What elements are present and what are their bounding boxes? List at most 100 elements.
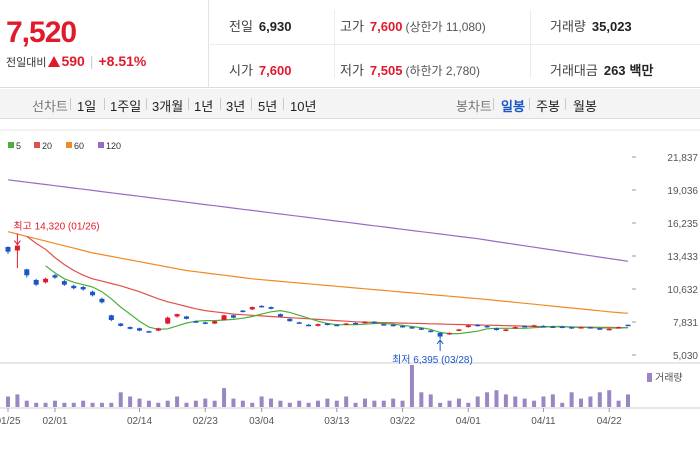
volume-bar [118,392,123,407]
candle-body [465,325,471,328]
volume-bar [34,402,39,407]
volume-bar [569,392,574,407]
low-annotation: 최저 6,395 (03/28) [392,354,473,366]
candle-body [315,324,321,326]
volume-bar [438,402,443,407]
volume-bar [344,396,349,407]
x-tick-label: 02/23 [193,416,218,427]
low-arrowhead-icon [436,339,444,345]
volume-bar [428,394,433,407]
candle-body [606,328,612,331]
x-tick-label: 02/01 [42,416,67,427]
x-tick-label: 04/01 [456,416,481,427]
volume-bar [250,402,255,407]
candle-body [625,324,631,327]
volume-bar [24,400,29,407]
candle-body [616,327,622,329]
y-tick-label: 19,036 [667,186,698,197]
volume-bar [560,402,565,407]
volume-bar [466,402,471,407]
candle-body [559,326,565,328]
x-tick-label: 04/22 [597,416,622,427]
y-tick-label: 13,433 [667,252,698,263]
low-price: 저가 7,505 (하한가 2,780) [340,63,480,78]
volume-bar [297,400,302,407]
y-tick-label: 5,030 [673,351,698,362]
price-chart-svg[interactable]: 5 20 60 120 최고 14,320 (01/26) 최저 6,395 (03/2… [0,120,700,450]
volume-bar [184,402,189,407]
x-tick-label: 02/14 [127,416,152,427]
volume-bar [193,400,198,407]
volume-bar [52,400,57,407]
volume-bar [503,394,508,407]
candle-body [475,324,481,327]
period-3y-button[interactable]: 3년 [226,99,246,114]
prev-close-value: 6,930 [258,19,292,34]
volume-legend-swatch [647,373,652,382]
volume-bar [353,402,358,407]
volume-bar [456,398,461,407]
legend-label: 20 [42,141,52,151]
legend-swatch [34,142,40,148]
candle-body [484,325,490,328]
candle-body [71,285,77,289]
volume-bar [616,400,621,407]
volume-bar [475,396,480,407]
legend-label: 120 [106,141,121,151]
ma20-line [26,235,628,329]
candle-body [14,245,20,251]
period-1y-button[interactable]: 1년 [194,99,214,114]
candle-body [43,278,49,283]
candle-body [80,287,86,290]
volume-bar [325,398,330,407]
volume-bar [597,392,602,407]
price-box: 7,520 전일대비 590 | +8.51% [0,0,209,88]
volume-bar [165,400,170,407]
candle-body [428,330,434,333]
volume-bar [128,396,133,407]
open-price-value: 7,600 [258,63,292,78]
volume-legend-label: 거래량 [655,372,683,384]
weekly-candle-button[interactable]: 주봉 [536,99,560,114]
candle-body [118,323,124,326]
volume-bar [212,400,217,407]
period-3m-button[interactable]: 3개월 [152,99,184,114]
volume-bar [156,402,161,407]
volume-bar [588,396,593,407]
stock-chart[interactable]: 5 20 60 120 최고 14,320 (01/26) 최저 6,395 (03/2… [0,120,700,450]
volume-bar [62,402,67,407]
volume-bar [306,402,311,407]
candle-body [296,322,302,324]
period-1w-button[interactable]: 1주일 [110,99,142,114]
change-percent: +8.51% [98,53,147,69]
candle-body [127,327,133,329]
volume-bar [269,398,274,407]
volume-bar [362,398,367,407]
volume: 거래량 35,023 [550,19,632,34]
candle-chart-label: 봉차트 [456,99,492,114]
change-row: 전일대비 590 | +8.51% [6,53,147,69]
candle-body [371,321,377,324]
candle-body [61,281,67,285]
ma120-line [7,179,629,262]
period-5y-button[interactable]: 5년 [258,99,278,114]
volume-bar [43,402,48,407]
x-tick-label: 01/25 [0,416,21,427]
daily-candle-button[interactable]: 일봉 [501,99,525,114]
volume-bar [278,400,283,407]
period-1d-button[interactable]: 1일 [77,99,97,114]
legend-swatch [66,142,72,148]
candle-body [540,325,546,328]
volume-bar [607,390,612,407]
volume-bar [99,402,104,407]
upper-limit: (상한가 11,080) [405,20,486,34]
candle-body [353,322,359,325]
monthly-candle-button[interactable]: 월봉 [573,99,597,114]
y-tick-label: 21,837 [667,153,698,164]
candle-body [381,324,387,326]
turnover-value: 263 [603,63,626,78]
candle-body [456,329,462,331]
candle-body [400,325,406,328]
period-10y-button[interactable]: 10년 [290,99,317,114]
ma5-line [45,265,629,335]
